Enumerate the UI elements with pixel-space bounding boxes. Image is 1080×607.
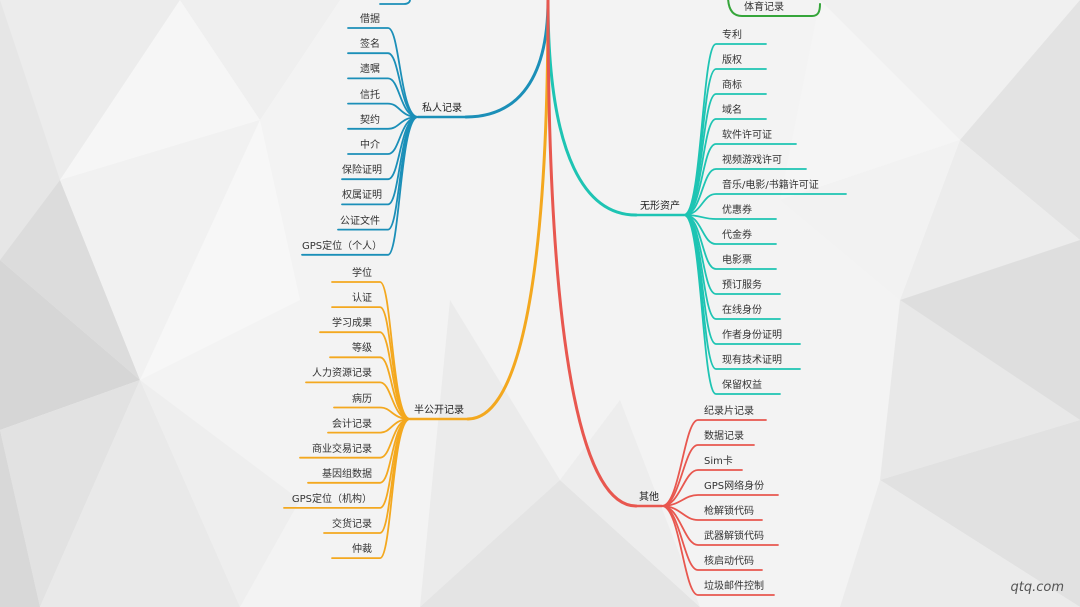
other-leaf-label: 纪录片记录 — [704, 406, 754, 417]
private-leaf-line — [347, 52, 419, 118]
other-leaf-label: 武器解锁代码 — [704, 531, 764, 542]
semi-public-main-branch — [466, 0, 550, 421]
private-leaf-label: GPS定位（个人） — [302, 240, 383, 252]
intangible-leaf-label: 商标 — [722, 80, 742, 91]
intangible-leaf-label: 专利 — [722, 30, 742, 41]
semi-public-leaf-label: 人力资源记录 — [312, 368, 372, 380]
intangible-leaf-label: 电影票 — [722, 255, 752, 266]
semi-public-leaf-label: GPS定位（机构） — [291, 493, 372, 505]
branch-label-semi-public: 半公开记录 — [414, 405, 464, 416]
branch-label-other: 其他 — [639, 492, 659, 503]
intangible-leaf-label: 音乐/电影/书籍许可证 — [722, 180, 819, 191]
top-partial-leaf-label: 体育记录 — [744, 2, 784, 13]
other-leaf-line — [661, 444, 755, 507]
semi-public-leaf-label: 交货记录 — [332, 519, 372, 530]
semi-public-leaf-label: 等级 — [352, 343, 372, 355]
branch-label-private: 私人记录 — [422, 103, 462, 114]
other-leaf-label: Sim卡 — [704, 456, 733, 467]
top-partial-branch — [727, 0, 821, 17]
other-leaf-label: GPS网络身份 — [704, 481, 765, 492]
private-leaf-line — [301, 116, 419, 256]
semi-public-leaf-line — [329, 356, 411, 420]
intangible-leaf-label: 软件许可证 — [722, 130, 772, 141]
private-leaf-label: 契约 — [360, 114, 380, 126]
intangible-leaf-label: 现有技术证明 — [722, 355, 782, 366]
intangible-leaf-label: 作者身份证明 — [722, 330, 782, 341]
intangible-leaf-label: 视频游戏许可 — [722, 155, 782, 166]
private-main-branch — [464, 0, 550, 119]
intangible-leaf-label: 版权 — [722, 55, 742, 66]
private-leaf-line — [347, 27, 419, 118]
intangible-leaf-label: 在线身份 — [722, 305, 762, 316]
other-leaf-line — [661, 419, 767, 507]
private-leaf-label: 信托 — [360, 89, 380, 101]
intangible-leaf-line — [683, 143, 797, 216]
intangible-leaf-label: 代金券 — [722, 230, 752, 241]
branch-label-intangible: 无形资产 — [640, 201, 680, 212]
other-leaf-label: 垃圾邮件控制 — [704, 581, 764, 592]
other-leaf-label: 核启动代码 — [704, 556, 754, 567]
semi-public-leaf-line — [331, 418, 411, 559]
private-leaf-label: 中介 — [360, 140, 380, 151]
semi-public-leaf-label: 认证 — [352, 293, 372, 305]
semi-public-leaf-label: 基因组数据 — [322, 468, 372, 480]
semi-public-leaf-label: 病历 — [352, 393, 372, 405]
other-leaf-line — [661, 505, 775, 596]
private-leaf-label: 公证文件 — [340, 215, 380, 227]
intangible-leaf-line — [683, 118, 767, 216]
intangible-leaf-label: 优惠券 — [722, 205, 752, 216]
intangible-leaf-label: 域名 — [722, 105, 742, 116]
semi-public-leaf-label: 商业交易记录 — [312, 443, 372, 455]
private-leaf-label: 借据 — [360, 14, 380, 25]
other-leaf-label: 枪解锁代码 — [704, 506, 754, 517]
intangible-leaf-line — [683, 193, 847, 216]
semi-public-leaf-label: 学习成果 — [332, 318, 372, 330]
semi-public-leaf-label: 仲裁 — [352, 544, 372, 556]
intangible-leaf-label: 保留权益 — [722, 380, 762, 391]
other-leaf-label: 数据记录 — [704, 431, 744, 442]
semi-public-leaf-label: 学位 — [352, 268, 372, 279]
private-leaf-label: 保险证明 — [342, 165, 382, 177]
private-leaf-label: 遗嘱 — [360, 64, 380, 76]
private-leaf-label: 签名 — [360, 39, 380, 51]
other-leaf-line — [661, 494, 779, 507]
intangible-main-branch — [546, 0, 638, 217]
other-main-branch — [546, 0, 638, 508]
semi-public-leaf-label: 会计记录 — [332, 418, 372, 430]
semi-public-leaf-line — [319, 331, 411, 420]
watermark: qtq.com — [1010, 580, 1065, 595]
private-top-stub — [379, 0, 411, 5]
private-leaf-label: 权属证明 — [342, 190, 382, 202]
intangible-leaf-label: 预订服务 — [722, 280, 762, 291]
semi-public-leaf-line — [331, 306, 411, 420]
intangible-leaf-line — [683, 214, 781, 395]
